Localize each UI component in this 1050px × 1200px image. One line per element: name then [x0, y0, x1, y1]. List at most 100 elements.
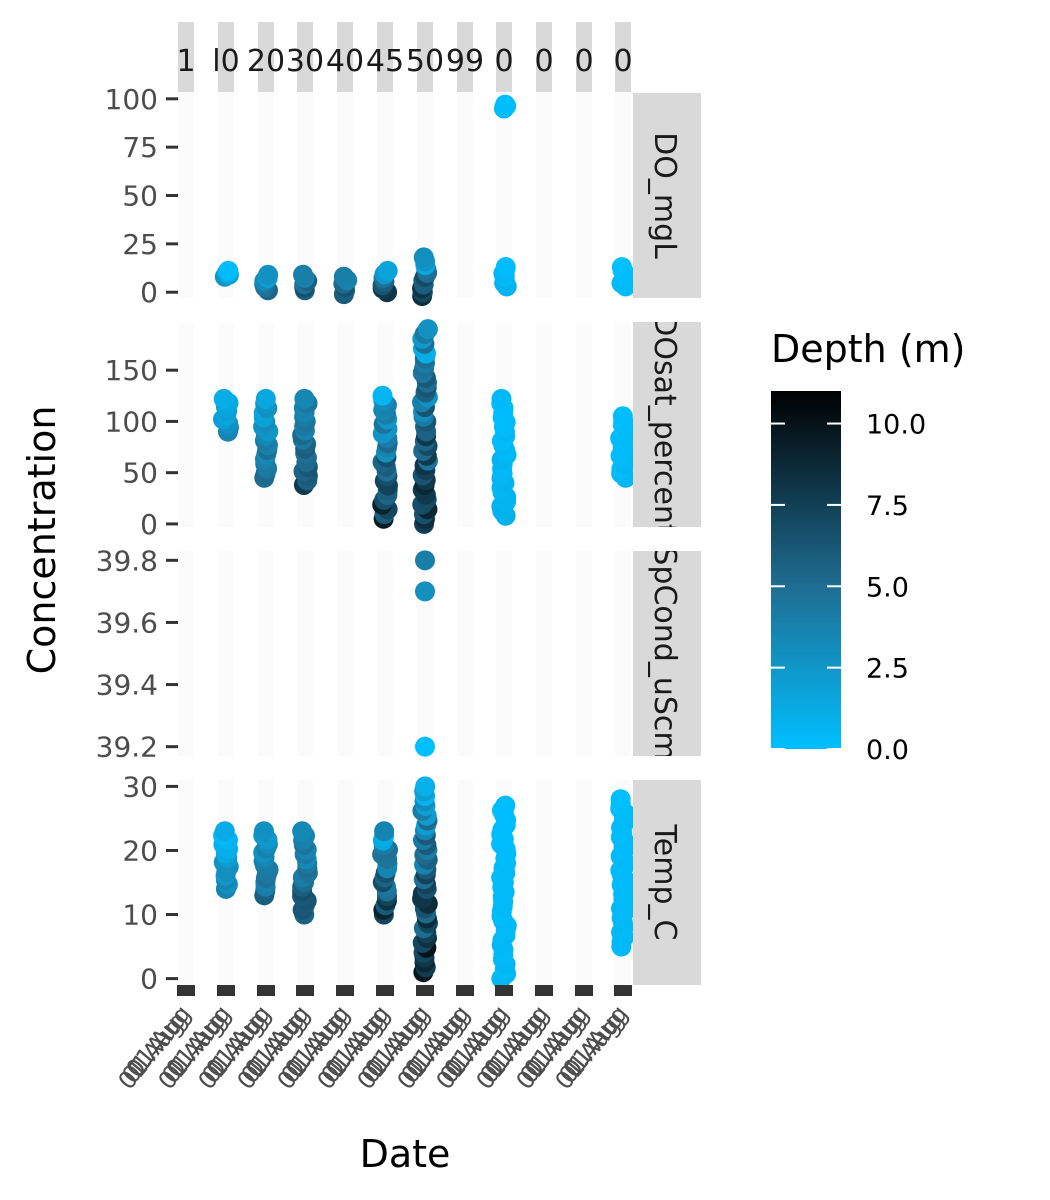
column-strip: l0 — [212, 22, 240, 92]
facet-column-background — [457, 93, 473, 298]
x-tick-mark — [376, 985, 394, 996]
facet-column-background — [457, 780, 473, 985]
facet-column-background — [457, 551, 473, 756]
facet-column-background — [218, 93, 234, 298]
y-tick-label: 39.8 — [96, 544, 158, 577]
column-strip-background — [576, 22, 592, 92]
column-strip: 0 — [534, 22, 554, 92]
facet-column-background — [337, 551, 353, 756]
data-point — [292, 821, 313, 842]
facet-column-background — [536, 780, 552, 985]
data-point — [218, 260, 239, 281]
row-strip: DO_mgL — [633, 93, 701, 298]
x-tick-mark — [336, 985, 354, 996]
y-tick-label: 100 — [105, 405, 158, 438]
y-tick-label: 39.2 — [96, 731, 158, 764]
facet-column-background — [457, 322, 473, 527]
facet-column-background — [496, 93, 512, 298]
y-tick-label: 0 — [140, 276, 158, 309]
facet-column-background — [297, 93, 313, 298]
column-strip-background — [377, 22, 393, 92]
column-strip-label: l0 — [212, 44, 239, 79]
panels-layer: 025507510005010015039.239.439.639.801020… — [96, 83, 636, 996]
row-strip-background — [633, 551, 701, 756]
facet-column-background — [377, 551, 393, 756]
colorbar-tick-label: 0.0 — [866, 735, 909, 766]
panel-SpCond_uScm: 39.2 39.4 39.6 39.8 — [96, 544, 631, 764]
column-strip-label: 99 — [446, 44, 484, 79]
y-tick-label: 150 — [105, 354, 158, 387]
panel-DOsat_percent: 0 50 100 150 — [105, 319, 636, 541]
column-strip-label: 0 — [613, 44, 632, 79]
column-strip: 50 — [406, 22, 444, 92]
x-tick-mark — [575, 985, 593, 996]
x-tick-mark — [257, 985, 275, 996]
data-point — [495, 795, 516, 816]
legend: Depth (m) 0.0 2.5 5.0 7.5 10.0 — [771, 327, 966, 766]
data-point — [372, 385, 393, 406]
column-strip: 0 — [494, 22, 514, 92]
data-point — [377, 260, 398, 281]
column-strip-label: 20 — [247, 44, 285, 79]
legend-title: Depth (m) — [771, 327, 966, 371]
facet-column-background — [337, 780, 353, 985]
column-strip-background — [536, 22, 552, 92]
data-point — [491, 388, 512, 409]
row-strip-label: Temp_C — [647, 824, 682, 941]
x-tick-mark — [217, 985, 235, 996]
y-tick-label: 50 — [122, 180, 158, 213]
facet-column-background — [337, 93, 353, 298]
column-strip-label: 0 — [574, 44, 593, 79]
facet-column-background — [178, 93, 194, 298]
data-point — [415, 736, 435, 757]
data-point — [214, 821, 235, 842]
strips-layer: DO_mgL DOsat_percent SpCond_uScm Temp_C 1 l0 2… — [176, 22, 701, 985]
facet-column-background — [615, 93, 631, 298]
x-tick-mark — [495, 985, 513, 996]
row-strip-label: DO_mgL — [647, 132, 682, 259]
facet-column-background — [297, 551, 313, 756]
data-point — [294, 388, 315, 409]
y-tick-label: 100 — [105, 83, 158, 116]
column-strip-background — [218, 22, 234, 92]
x-tick-mark — [535, 985, 553, 996]
row-strip-background — [633, 780, 701, 985]
column-strip-background — [337, 22, 353, 92]
data-point — [255, 388, 276, 409]
data-point — [258, 264, 279, 285]
facet-column-background — [417, 93, 433, 298]
facet-column-background — [576, 780, 592, 985]
facet-column-background — [258, 551, 274, 756]
facet-column-background — [576, 551, 592, 756]
data-point — [415, 550, 435, 571]
column-strip: 0 — [613, 22, 633, 92]
panel-Temp_C: 0 10 20 30 — [122, 770, 636, 996]
facet-column-background — [337, 322, 353, 527]
data-point — [413, 247, 434, 268]
row-strip: Temp_C — [633, 780, 701, 985]
column-strip-label: 40 — [326, 44, 364, 79]
facet-column-background — [417, 551, 433, 756]
facet-column-background — [496, 551, 512, 756]
column-strip: 30 — [286, 22, 324, 92]
data-point — [495, 257, 516, 278]
facet-column-background — [178, 780, 194, 985]
row-strip: SpCond_uScm — [633, 551, 701, 756]
column-strip-background — [615, 22, 631, 92]
row-strip-background — [633, 322, 701, 527]
row-strip-label: DOsat_percent — [647, 313, 682, 536]
column-strip-label: 1 — [176, 44, 195, 79]
facet-column-background — [377, 93, 393, 298]
column-strip: 0 — [574, 22, 594, 92]
data-point — [253, 821, 274, 842]
y-tick-label: 50 — [122, 457, 158, 490]
data-point — [293, 264, 314, 285]
y-tick-label: 0 — [140, 508, 158, 541]
y-tick-label: 25 — [122, 228, 158, 261]
data-point — [374, 821, 395, 842]
column-strip: 45 — [366, 22, 404, 92]
y-tick-label: 10 — [122, 899, 158, 932]
colorbar-tick-label: 5.0 — [866, 572, 909, 603]
x-tick-mark — [416, 985, 434, 996]
